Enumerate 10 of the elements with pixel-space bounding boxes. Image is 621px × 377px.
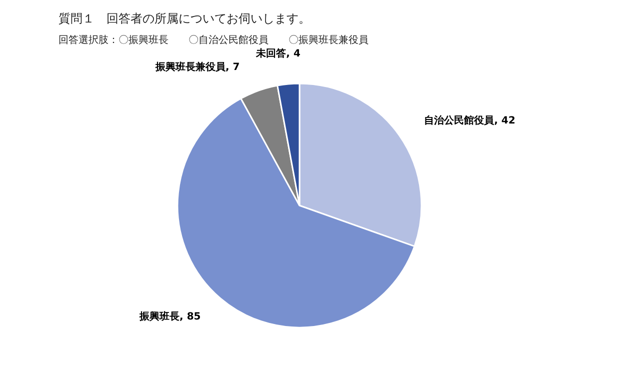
data-label: , 42 <box>494 116 516 127</box>
slice-label: 振興班長 <box>138 310 180 322</box>
slice-label: 振興班長兼役員 <box>154 61 226 74</box>
data-label: , 7 <box>225 62 240 74</box>
chart-subtitle: 回答選択肢：〇振興班長 〇自治公民館役員 〇振興班長兼役員 <box>58 34 368 46</box>
data-label: , 85 <box>180 311 201 322</box>
slice-label: 未回答 <box>255 48 288 60</box>
chart-title: 質問１ 回答者の所属についてお伺いします。 <box>58 12 310 26</box>
data-label: , 4 <box>286 48 300 60</box>
slice-label: 自治公民館役員 <box>424 114 496 127</box>
